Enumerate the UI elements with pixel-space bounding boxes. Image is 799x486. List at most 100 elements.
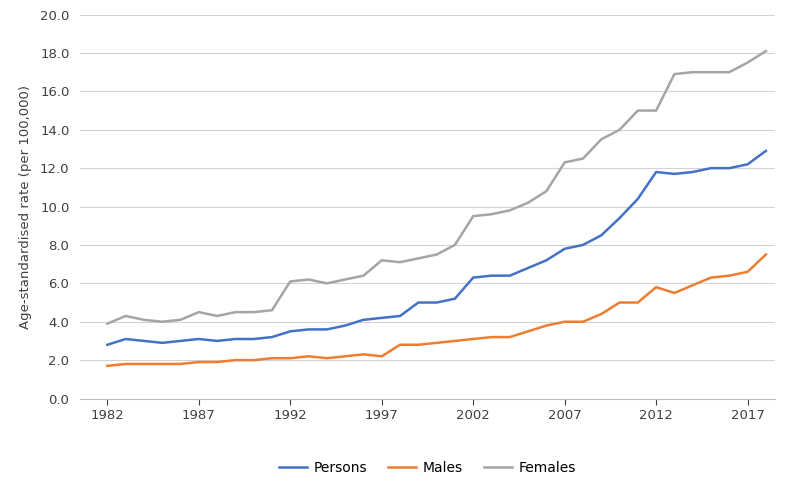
Males: [377, 353, 387, 359]
Males: [761, 252, 771, 258]
Males: [322, 355, 332, 361]
Persons: [523, 265, 533, 271]
Females: [340, 277, 350, 282]
Persons: [468, 275, 478, 280]
Males: [487, 334, 496, 340]
Males: [688, 282, 698, 288]
Persons: [614, 215, 624, 221]
Females: [633, 108, 642, 114]
Males: [523, 329, 533, 334]
Females: [578, 156, 588, 161]
Persons: [505, 273, 515, 278]
Females: [725, 69, 734, 75]
Persons: [597, 232, 606, 238]
Persons: [725, 165, 734, 171]
Females: [121, 313, 130, 319]
Females: [176, 317, 185, 323]
Males: [468, 336, 478, 342]
Males: [157, 361, 167, 367]
Persons: [304, 327, 313, 332]
Persons: [414, 299, 423, 306]
Persons: [396, 313, 405, 319]
Females: [743, 60, 753, 66]
Persons: [139, 338, 149, 344]
Males: [505, 334, 515, 340]
Persons: [359, 317, 368, 323]
Females: [322, 280, 332, 286]
Males: [743, 269, 753, 275]
Persons: [377, 315, 387, 321]
Males: [102, 363, 112, 369]
Persons: [194, 336, 204, 342]
Males: [597, 311, 606, 317]
Males: [396, 342, 405, 347]
Males: [725, 273, 734, 278]
Males: [560, 319, 570, 325]
Females: [231, 309, 240, 315]
Line: Persons: Persons: [107, 151, 766, 345]
Females: [249, 309, 259, 315]
Persons: [633, 196, 642, 202]
Males: [176, 361, 185, 367]
Males: [614, 299, 624, 306]
Males: [267, 355, 276, 361]
Males: [431, 340, 441, 346]
Persons: [761, 148, 771, 154]
Line: Females: Females: [107, 51, 766, 324]
Persons: [231, 336, 240, 342]
Persons: [213, 338, 222, 344]
Males: [706, 275, 716, 280]
Legend: Persons, Males, Females: Persons, Males, Females: [273, 455, 582, 481]
Females: [414, 256, 423, 261]
Persons: [688, 169, 698, 175]
Persons: [651, 169, 661, 175]
Males: [121, 361, 130, 367]
Females: [396, 260, 405, 265]
Males: [139, 361, 149, 367]
Persons: [340, 323, 350, 329]
Persons: [578, 242, 588, 248]
Persons: [450, 296, 459, 302]
Persons: [176, 338, 185, 344]
Females: [431, 252, 441, 258]
Persons: [670, 171, 679, 177]
Persons: [743, 161, 753, 167]
Persons: [285, 329, 295, 334]
Females: [706, 69, 716, 75]
Females: [304, 277, 313, 282]
Females: [542, 188, 551, 194]
Females: [614, 127, 624, 133]
Males: [450, 338, 459, 344]
Persons: [706, 165, 716, 171]
Males: [249, 357, 259, 363]
Females: [468, 213, 478, 219]
Persons: [487, 273, 496, 278]
Females: [194, 309, 204, 315]
Females: [377, 258, 387, 263]
Males: [542, 323, 551, 329]
Persons: [102, 342, 112, 347]
Males: [359, 351, 368, 357]
Persons: [322, 327, 332, 332]
Females: [359, 273, 368, 278]
Females: [523, 200, 533, 206]
Males: [194, 359, 204, 365]
Males: [213, 359, 222, 365]
Females: [267, 307, 276, 313]
Males: [670, 290, 679, 296]
Males: [340, 353, 350, 359]
Y-axis label: Age-standardised rate (per 100,000): Age-standardised rate (per 100,000): [18, 85, 32, 329]
Females: [157, 319, 167, 325]
Females: [688, 69, 698, 75]
Persons: [249, 336, 259, 342]
Persons: [560, 246, 570, 252]
Males: [651, 284, 661, 290]
Females: [102, 321, 112, 327]
Females: [505, 208, 515, 213]
Females: [285, 278, 295, 284]
Males: [633, 299, 642, 306]
Persons: [267, 334, 276, 340]
Females: [139, 317, 149, 323]
Females: [670, 71, 679, 77]
Females: [651, 108, 661, 114]
